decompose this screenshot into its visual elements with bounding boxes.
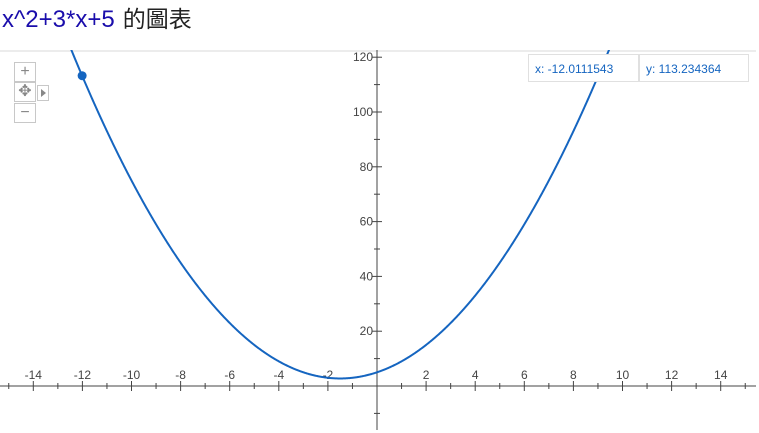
function-plot[interactable]: -14 -12 -10 -8 -6 -4 -2 2 4 6 8 10 12 14 20 40 60 80 100 12… <box>0 50 756 430</box>
x-tick-label: 12 <box>665 368 679 382</box>
x-readout: x: -12.0111543 <box>528 54 639 82</box>
x-tick-label: 4 <box>472 368 479 382</box>
x-tick-label: 6 <box>521 368 528 382</box>
page-title: x^2+3*x+5 的圖表 <box>2 4 192 36</box>
zoom-in-button[interactable]: + <box>14 62 36 82</box>
graph-area[interactable]: -14 -12 -10 -8 -6 -4 -2 2 4 6 8 10 12 14 20 40 60 80 100 12… <box>0 50 756 430</box>
highlight-point[interactable] <box>77 71 87 81</box>
y-tick-label: 100 <box>353 105 373 119</box>
y-tick-label: 60 <box>360 215 374 229</box>
x-tick-label: -6 <box>224 368 235 382</box>
x-tick-label: -4 <box>273 368 284 382</box>
zoom-out-button[interactable]: − <box>14 103 36 123</box>
x-tick-label: -12 <box>74 368 92 382</box>
pan-button[interactable]: ✥ <box>14 82 36 102</box>
title-suffix: 的圖表 <box>122 7 192 33</box>
x-tick-label: 2 <box>423 368 430 382</box>
tick-labels: -14 -12 -10 -8 -6 -4 -2 2 4 6 8 10 12 14 20 40 60 80 100 12… <box>25 50 728 382</box>
x-tick-label: -8 <box>175 368 186 382</box>
expression-title[interactable]: x^2+3*x+5 <box>2 6 115 33</box>
x-tick-label: 8 <box>570 368 577 382</box>
function-curve <box>70 50 611 380</box>
y-tick-label: 120 <box>353 50 373 64</box>
x-tick-label: -14 <box>25 368 43 382</box>
y-tick-label: 20 <box>360 324 374 338</box>
x-tick-label: 10 <box>616 368 630 382</box>
x-tick-label: -10 <box>123 368 141 382</box>
y-tick-label: 80 <box>360 160 374 174</box>
x-tick-label: 14 <box>714 368 728 382</box>
y-tick-label: 40 <box>360 269 374 283</box>
y-readout: y: 113.234364 <box>639 54 749 82</box>
pan-arrow-icon[interactable] <box>37 85 49 101</box>
x-tick-label: -2 <box>323 368 334 382</box>
tick-group <box>0 50 756 430</box>
